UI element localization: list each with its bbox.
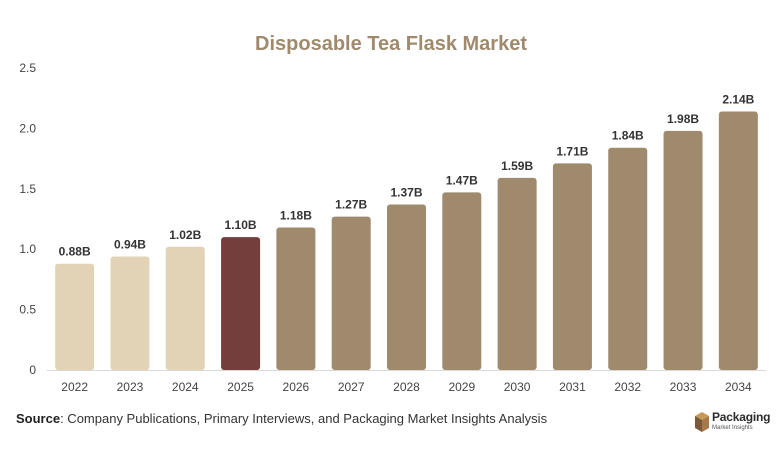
x-tick-label-2024: 2024 <box>172 380 199 394</box>
x-tick-label-2025: 2025 <box>227 380 254 394</box>
data-label-2033: 1.98B <box>667 112 699 126</box>
y-tick-label: 0 <box>29 363 36 377</box>
bar-2033 <box>663 130 703 370</box>
data-label-2027: 1.27B <box>335 198 367 212</box>
y-tick-label: 1.5 <box>19 182 36 196</box>
x-tick-label-2031: 2031 <box>559 380 586 394</box>
data-label-2028: 1.37B <box>390 186 422 200</box>
bar-2030 <box>497 177 537 370</box>
data-label-2032: 1.84B <box>612 129 644 143</box>
y-axis: 0 0.5 1.0 1.5 2.0 2.5 <box>19 61 36 377</box>
data-label-2034: 2.14B <box>722 92 754 106</box>
bar-2027 <box>331 216 371 370</box>
source-label: Source <box>16 411 61 426</box>
data-label-2022: 0.88B <box>59 245 91 259</box>
data-label-2025: 1.10B <box>225 218 257 232</box>
data-label-2030: 1.59B <box>501 159 533 173</box>
data-label-2024: 1.02B <box>169 228 201 242</box>
x-tick-label-2030: 2030 <box>504 380 531 394</box>
x-tick-label-2029: 2029 <box>448 380 475 394</box>
bar-2025 <box>221 237 261 370</box>
bar-2028 <box>387 204 426 370</box>
x-axis: 2022 2023 2024 2025 2026 2027 2028 2029 2030 2031… <box>47 370 766 394</box>
x-tick-label-2034: 2034 <box>725 380 752 394</box>
data-label-2031: 1.71B <box>556 144 588 158</box>
bar-2022 <box>55 263 95 370</box>
x-tick-label-2022: 2022 <box>61 380 88 394</box>
x-tick-label-2028: 2028 <box>393 380 420 394</box>
y-tick-label: 0.5 <box>19 303 36 317</box>
source-text: : Company Publications, Primary Intervie… <box>60 411 548 426</box>
logo: Packaging Market Insights <box>694 409 774 437</box>
data-labels: 0.88B 0.94B 1.02B 1.10B 1.18B 1.27B 1.37B 1.47B… <box>59 92 755 258</box>
data-label-2029: 1.47B <box>446 173 478 187</box>
bar-2034 <box>718 111 758 370</box>
bars <box>55 111 758 370</box>
source-note: Source: Company Publications, Primary In… <box>16 411 547 426</box>
bar-2031 <box>552 163 592 370</box>
y-tick-label: 1.0 <box>19 242 36 256</box>
x-tick-label-2023: 2023 <box>117 380 144 394</box>
y-tick-label: 2.0 <box>19 121 36 135</box>
data-label-2023: 0.94B <box>114 237 146 251</box>
bar-2024 <box>165 246 205 370</box>
bar-2029 <box>442 192 482 370</box>
logo-name: Packaging <box>712 410 771 424</box>
y-tick-label: 2.5 <box>19 61 36 75</box>
box-icon <box>695 412 709 432</box>
x-tick-label-2026: 2026 <box>283 380 310 394</box>
bar-2023 <box>110 256 150 370</box>
x-tick-label-2033: 2033 <box>670 380 697 394</box>
chart-title: Disposable Tea Flask Market <box>255 33 527 55</box>
logo-sub: Market Insights <box>712 425 753 431</box>
bar-2032 <box>608 147 648 370</box>
x-tick-label-2027: 2027 <box>338 380 365 394</box>
x-tick-label-2032: 2032 <box>614 380 641 394</box>
bar-2026 <box>276 227 316 370</box>
data-label-2026: 1.18B <box>280 208 312 222</box>
